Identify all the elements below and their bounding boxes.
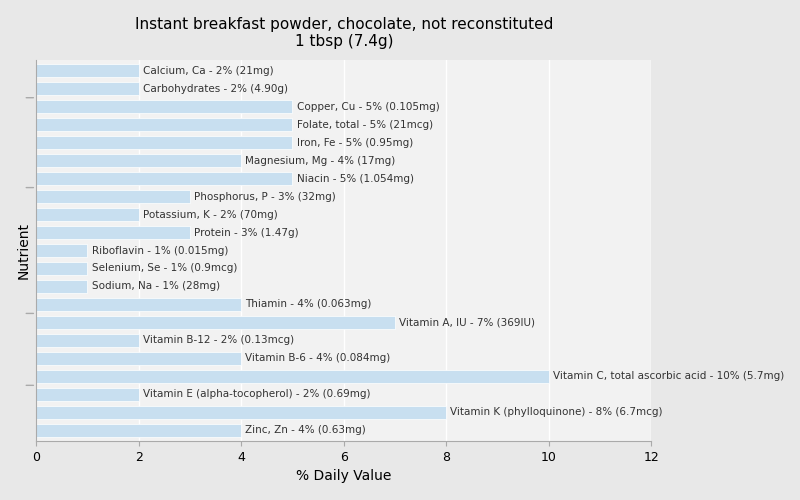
Bar <box>36 316 395 329</box>
Text: Phosphorus, P - 3% (32mg): Phosphorus, P - 3% (32mg) <box>194 192 336 202</box>
X-axis label: % Daily Value: % Daily Value <box>296 470 391 484</box>
Bar <box>36 406 446 419</box>
Text: Potassium, K - 2% (70mg): Potassium, K - 2% (70mg) <box>143 210 278 220</box>
Bar <box>36 190 190 203</box>
Text: Selenium, Se - 1% (0.9mcg): Selenium, Se - 1% (0.9mcg) <box>91 264 237 274</box>
Text: Iron, Fe - 5% (0.95mg): Iron, Fe - 5% (0.95mg) <box>297 138 413 147</box>
Text: Vitamin A, IU - 7% (369IU): Vitamin A, IU - 7% (369IU) <box>399 318 535 328</box>
Text: Niacin - 5% (1.054mg): Niacin - 5% (1.054mg) <box>297 174 414 184</box>
Text: Calcium, Ca - 2% (21mg): Calcium, Ca - 2% (21mg) <box>143 66 274 76</box>
Bar <box>36 424 242 436</box>
Bar <box>36 82 138 95</box>
Text: Vitamin C, total ascorbic acid - 10% (5.7mg): Vitamin C, total ascorbic acid - 10% (5.… <box>553 372 784 382</box>
Bar <box>36 280 87 293</box>
Text: Folate, total - 5% (21mcg): Folate, total - 5% (21mcg) <box>297 120 433 130</box>
Text: Zinc, Zn - 4% (0.63mg): Zinc, Zn - 4% (0.63mg) <box>246 426 366 436</box>
Y-axis label: Nutrient: Nutrient <box>17 222 30 279</box>
Bar <box>36 298 242 311</box>
Bar <box>36 64 138 77</box>
Bar <box>36 208 138 221</box>
Bar <box>36 262 87 275</box>
Bar <box>36 370 549 383</box>
Bar <box>36 100 293 113</box>
Text: Vitamin E (alpha-tocopherol) - 2% (0.69mg): Vitamin E (alpha-tocopherol) - 2% (0.69m… <box>143 390 370 400</box>
Text: Sodium, Na - 1% (28mg): Sodium, Na - 1% (28mg) <box>91 282 220 292</box>
Bar <box>36 244 87 257</box>
Text: Riboflavin - 1% (0.015mg): Riboflavin - 1% (0.015mg) <box>91 246 228 256</box>
Bar <box>36 118 293 131</box>
Bar <box>36 388 138 401</box>
Text: Vitamin B-6 - 4% (0.084mg): Vitamin B-6 - 4% (0.084mg) <box>246 354 390 364</box>
Title: Instant breakfast powder, chocolate, not reconstituted
1 tbsp (7.4g): Instant breakfast powder, chocolate, not… <box>134 16 553 49</box>
Bar <box>36 154 242 167</box>
Bar <box>36 352 242 365</box>
Text: Protein - 3% (1.47g): Protein - 3% (1.47g) <box>194 228 298 237</box>
Text: Vitamin B-12 - 2% (0.13mcg): Vitamin B-12 - 2% (0.13mcg) <box>143 336 294 345</box>
Text: Copper, Cu - 5% (0.105mg): Copper, Cu - 5% (0.105mg) <box>297 102 439 112</box>
Text: Carbohydrates - 2% (4.90g): Carbohydrates - 2% (4.90g) <box>143 84 288 94</box>
Bar <box>36 136 293 149</box>
Text: Vitamin K (phylloquinone) - 8% (6.7mcg): Vitamin K (phylloquinone) - 8% (6.7mcg) <box>450 408 663 418</box>
Text: Magnesium, Mg - 4% (17mg): Magnesium, Mg - 4% (17mg) <box>246 156 395 166</box>
Text: Thiamin - 4% (0.063mg): Thiamin - 4% (0.063mg) <box>246 300 372 310</box>
Bar <box>36 226 190 239</box>
Bar <box>36 334 138 347</box>
Bar <box>36 172 293 185</box>
